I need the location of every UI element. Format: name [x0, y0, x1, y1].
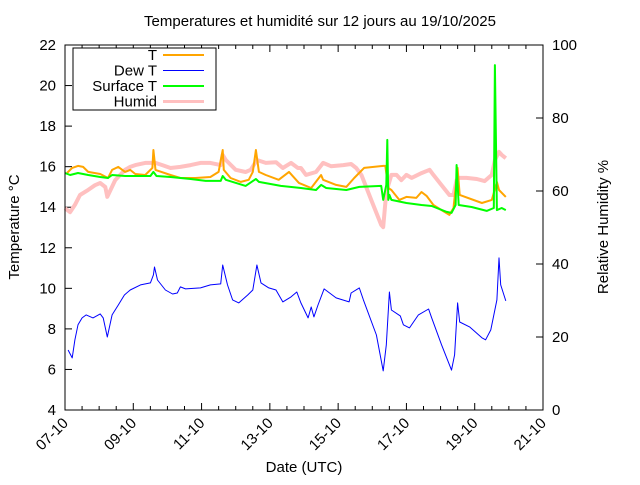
series-line-t [66, 149, 507, 216]
x-tick-label: 19-10 [442, 415, 481, 454]
y-tick-label: 18 [39, 118, 56, 135]
x-axis-label: Date (UTC) [266, 459, 343, 476]
x-tick-label: 13-10 [238, 415, 277, 454]
y2-tick-label: 40 [552, 256, 569, 273]
x-tick-label: 11-10 [170, 415, 208, 453]
y-tick-label: 6 [48, 361, 56, 378]
legend-label: Dew T [114, 63, 157, 80]
series-line-surface-t [64, 64, 507, 214]
y-tick-label: 10 [39, 280, 56, 297]
y2-tick-label: 80 [552, 110, 569, 127]
y-tick-label: 4 [48, 402, 56, 419]
y-tick-label: 16 [39, 159, 56, 176]
y-tick-label: 20 [39, 78, 56, 95]
legend-label: Humid [114, 94, 157, 111]
y-tick-label: 14 [39, 199, 56, 216]
plot-frame [64, 44, 544, 411]
x-tick-label: 21-10 [511, 415, 550, 454]
chart-title: Temperatures et humidité sur 12 jours au… [144, 13, 496, 30]
y2-tick-label: 20 [552, 329, 569, 346]
y-tick-label: 8 [48, 321, 56, 338]
y-axis-label: Temperature °C [6, 174, 23, 279]
x-tick-label: 09-10 [101, 415, 140, 454]
x-tick-label: 07-10 [33, 415, 72, 454]
legend-box [72, 47, 217, 111]
x-tick-label: 15-10 [306, 415, 345, 454]
y2-tick-label: 60 [552, 183, 569, 200]
x-tick-label: 17-10 [374, 415, 413, 454]
y2-axis-label: Relative Humidity % [595, 160, 612, 294]
y-tick-label: 12 [39, 240, 56, 257]
legend-label: Surface T [92, 78, 157, 95]
series-line-humid [63, 149, 508, 230]
y-tick-label: 22 [39, 37, 56, 54]
y2-tick-label: 100 [552, 37, 577, 54]
series-line-dew-t [67, 257, 507, 372]
y2-tick-label: 0 [552, 402, 560, 419]
legend-label: T [148, 47, 157, 64]
